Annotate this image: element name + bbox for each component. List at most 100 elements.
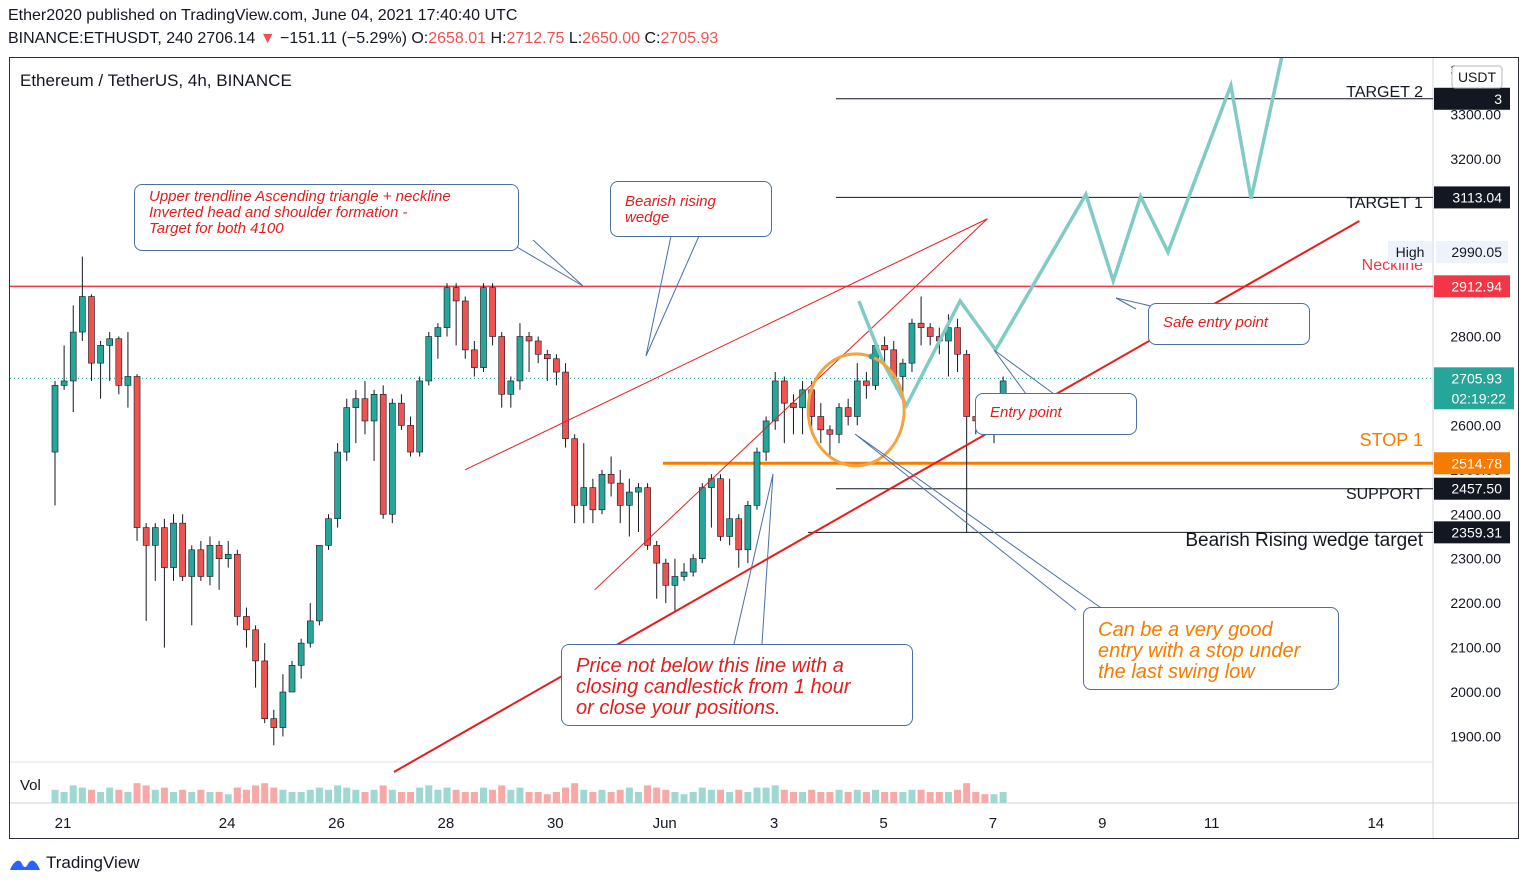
volume-bar [170,792,178,803]
volume-bar [899,792,907,803]
volume-bar [571,783,579,803]
volume-bar [151,789,159,803]
volume-bar [416,787,424,803]
candle-body [698,487,706,560]
candle-body [288,665,296,693]
candle-body [498,336,506,395]
callout-line: entry with a stop under [1098,640,1301,662]
volume-bar [935,792,943,803]
candle-body [863,380,870,386]
candle-body [106,338,113,346]
candle-body [480,287,487,368]
price-tag-bg [1434,87,1510,110]
candle-body [826,429,834,435]
volume-bar [735,789,743,803]
candle-body [197,549,205,577]
volume-bar [580,789,588,803]
price-tag-bg [1434,275,1510,298]
candle-body [215,545,223,560]
candle-body [443,287,451,328]
candle-body [525,336,533,342]
candle-body [425,336,433,382]
volume-bar [188,792,196,803]
volume-bar [261,783,269,803]
candle-body [635,487,642,493]
candle-body [799,389,806,408]
low-label: L: [568,30,583,47]
tradingview-logo[interactable]: TradingView [8,853,140,873]
price-tag-text: 2514.78 [1451,455,1502,471]
volume-bar [133,783,141,803]
volume-bar [51,789,59,803]
x-tick-label: 7 [989,815,997,832]
volume-bar [753,787,761,803]
callout-pointer [733,473,774,645]
candle-body [963,353,970,417]
volume-bar [270,787,278,803]
open-value: 2658.01 [428,30,487,47]
close-label: C: [644,30,661,47]
callout-pointer [1115,297,1165,310]
callout-line: Entry point [990,404,1062,421]
volume-bar [197,789,205,803]
volume-bar [315,787,323,803]
candle-body [762,420,770,453]
candle-body [79,296,86,333]
candle-body [489,287,496,337]
price-tag-text: 3113.04 [1452,189,1502,205]
candle-body [179,522,186,577]
candle-body [671,576,679,586]
price-tag-bg [1434,367,1514,410]
candle-body [644,487,651,546]
x-tick-label: 5 [879,815,887,832]
volume-bar [498,785,506,803]
volume-bar [297,792,305,803]
candle-body [534,340,542,355]
callout-line: Inverted head and shoulder formation - [149,203,408,221]
volume-bar [279,789,287,803]
volume-bar [981,794,989,803]
volume-bar [999,792,1007,803]
candle-body [188,549,196,577]
callout-line: or close your positions. [576,697,781,719]
volume-bar [325,789,332,803]
volume-bar [343,787,351,803]
volume-bar [352,789,360,803]
volume-bar [890,792,898,803]
volume-bar [489,789,497,803]
volume-bar [698,787,706,803]
callout-line: wedge [625,208,670,226]
candle-body [297,642,305,666]
price-tag-bg [1434,186,1510,209]
volume-bar [407,792,415,803]
volume-bar [589,792,597,803]
volume-bar [452,789,460,803]
callout-pointer [645,235,700,357]
chart-title: Ethereum / TetherUS, 4h, BINANCE [20,71,292,90]
y-tick-label: 2300.00 [1450,551,1501,567]
volume-bar [653,787,661,803]
symbol-label: BINANCE:ETHUSDT, 240 [8,30,193,47]
candle-body [753,451,761,506]
volume-bar [124,792,132,803]
candle-body [352,398,360,408]
stop1-label: STOP 1 [1360,430,1423,450]
countdown-text: 02:19:22 [1452,390,1507,406]
symbol-ohlc-row: BINANCE:ETHUSDT, 240 2706.14 ▼ −151.11 (… [8,30,718,48]
candle-body [416,380,423,453]
volume-bar [115,789,123,803]
y-tick-label: 3300.00 [1450,106,1501,122]
candle-body [917,322,925,328]
volume-bar [625,787,633,803]
volume-bar [881,792,889,803]
high-value: 2712.75 [506,30,565,47]
callout-pointer [504,239,584,287]
candle-body [60,380,68,386]
candle-body [370,393,378,422]
candle-body [662,562,670,586]
candle-body [908,322,916,364]
candle-body [680,571,688,577]
callout-upper-trendline: Upper trendline Ascending triangle + nec… [134,184,519,251]
callout-line: the last swing low [1098,661,1255,683]
